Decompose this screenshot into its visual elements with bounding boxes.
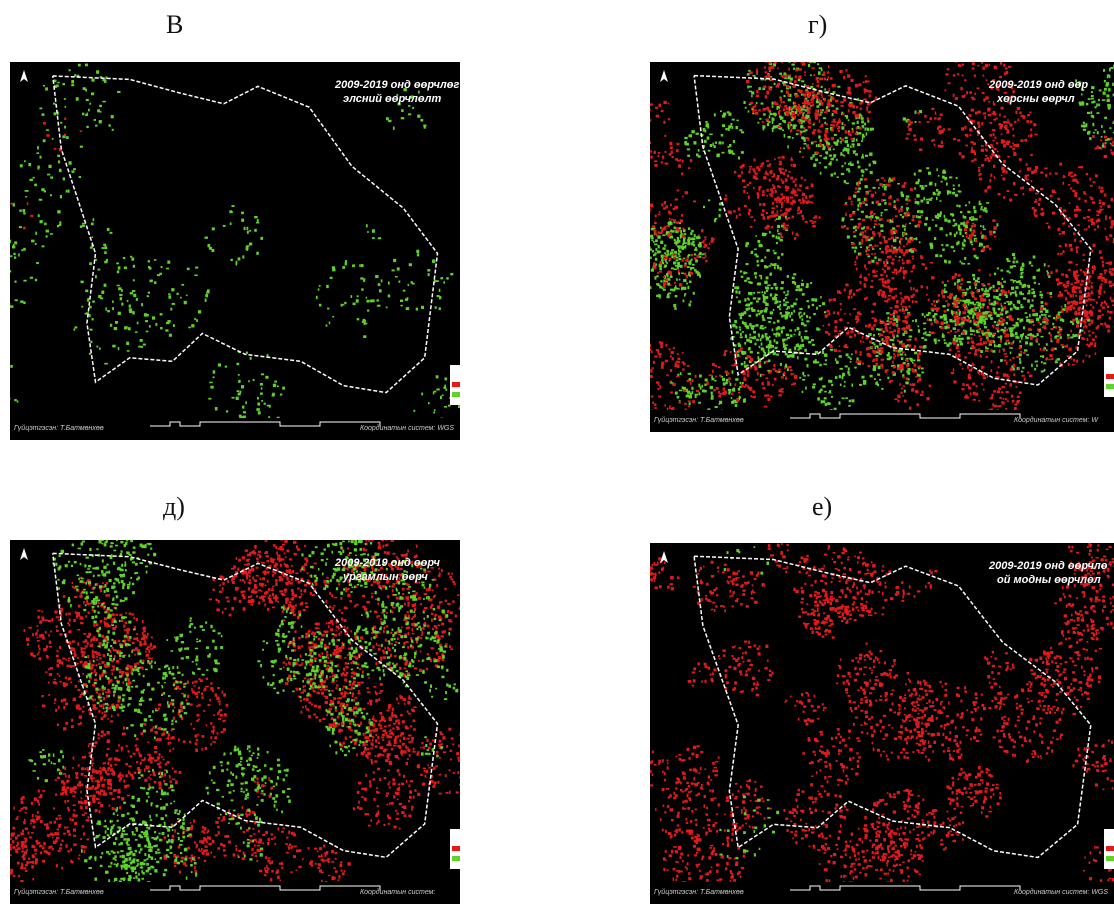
map: 2009-2019 онд өөрчлөг элсний өөрчлөлт Гүйц… <box>10 62 460 440</box>
change-pixels <box>10 64 460 440</box>
boundary <box>694 556 1091 857</box>
map-title: 2009-2019 онд өөрчлө <box>988 560 1108 572</box>
page: В г) д) е) 2009-2019 онд өөрчлөг элсний ө… <box>0 0 1114 904</box>
legend-green <box>452 856 460 861</box>
north-arrow <box>660 70 668 82</box>
legend-red <box>452 846 460 851</box>
map-canvas: 2009-2019 онд өөрчлө ой модны өөрчлөл Гүйц… <box>650 543 1114 904</box>
crs: Координатын систем: W <box>1014 416 1099 424</box>
change-pixels <box>650 543 1114 904</box>
author: Гүйцэтгэсэн: Т.Батмөнхөө <box>14 888 104 896</box>
panel-label: е) <box>812 492 832 522</box>
map: 2009-2019 онд өөрч ургамлын өөрч Гүйцэтгэс… <box>10 540 460 904</box>
map-canvas: 2009-2019 онд өөрч ургамлын өөрч Гүйцэтгэс… <box>10 540 460 904</box>
crs: Координатын систем: WGS <box>1014 888 1108 896</box>
map-title: элсний өөрчлөлт <box>343 93 441 105</box>
map-canvas: 2009-2019 онд өөрчлөг элсний өөрчлөлт Гүйц… <box>10 62 460 440</box>
legend-red <box>1106 374 1114 379</box>
north-arrow <box>20 70 28 82</box>
crs: Координатын систем: WGS <box>360 424 454 432</box>
map: 2009-2019 онд өөрчлө ой модны өөрчлөл Гүйц… <box>650 543 1114 904</box>
panel-label: д) <box>163 492 185 522</box>
map-canvas: 2009-2019 онд өөр хөрсны өөрчл Гүйцэтгэсэн… <box>650 62 1114 432</box>
boundary <box>53 76 438 393</box>
legend-red <box>452 382 460 387</box>
panel-label: г) <box>808 10 827 40</box>
map-title: 2009-2019 онд өөрчлөг <box>334 79 459 91</box>
legend-green <box>1106 384 1114 389</box>
map-title: ургамлын өөрч <box>342 571 428 583</box>
panel-label: В <box>166 10 183 40</box>
crs: Координатын систем: <box>360 888 435 896</box>
map-title: 2009-2019 онд өөр <box>988 79 1088 91</box>
north-arrow <box>20 548 28 560</box>
map: 2009-2019 онд өөр хөрсны өөрчл Гүйцэтгэсэн… <box>650 62 1114 432</box>
change-pixels <box>10 540 460 893</box>
map-title: хөрсны өөрчл <box>996 93 1075 105</box>
author: Гүйцэтгэсэн: Т.Батмөнхөө <box>654 416 744 424</box>
legend-green <box>1106 856 1114 861</box>
author: Гүйцэтгэсэн: Т.Батмөнхөө <box>654 888 744 896</box>
change-pixels <box>650 62 1114 424</box>
map-title: ой модны өөрчлөл <box>997 574 1101 586</box>
author: Гүйцэтгэсэн: Т.Батмөнхөө <box>14 424 104 432</box>
legend-red <box>1106 846 1114 851</box>
north-arrow <box>660 551 668 563</box>
legend-green <box>452 392 460 397</box>
map-title: 2009-2019 онд өөрч <box>334 557 440 569</box>
